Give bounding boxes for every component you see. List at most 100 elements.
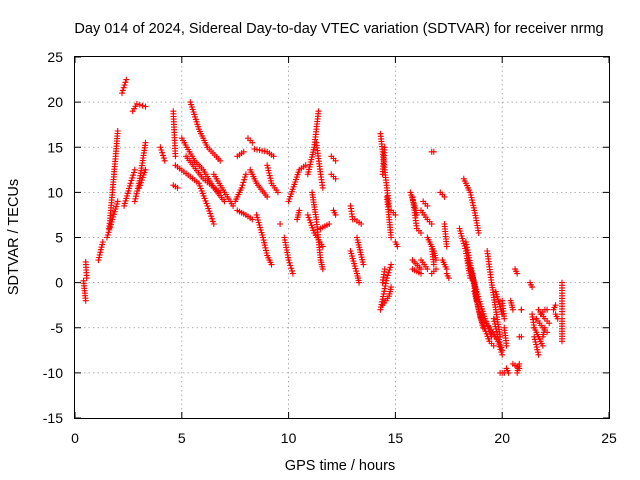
data-point xyxy=(111,208,118,215)
data-point xyxy=(309,224,316,231)
data-point xyxy=(388,284,395,291)
data-point xyxy=(261,242,268,249)
y-tick-label: -5 xyxy=(51,320,64,336)
data-point xyxy=(305,214,312,221)
data-point xyxy=(441,193,448,200)
data-point xyxy=(491,320,498,327)
data-point xyxy=(388,234,395,241)
data-point xyxy=(289,267,295,274)
data-point xyxy=(138,177,145,184)
data-point xyxy=(388,261,395,268)
data-point xyxy=(480,323,487,330)
data-point xyxy=(160,152,166,159)
data-point xyxy=(230,202,237,209)
data-point xyxy=(127,180,134,187)
data-point xyxy=(326,221,333,227)
y-tick-label: 20 xyxy=(47,94,63,110)
data-point xyxy=(307,219,314,226)
grid-layer xyxy=(75,57,609,418)
data-point xyxy=(141,169,148,176)
data-point xyxy=(242,174,248,180)
data-point xyxy=(160,155,167,162)
data-point xyxy=(501,315,508,322)
data-point xyxy=(264,193,271,200)
data-point xyxy=(387,264,394,271)
x-tick-label: 25 xyxy=(601,430,617,446)
data-point xyxy=(541,324,548,331)
chart-title: Day 014 of 2024, Sidereal Day-to-day VTE… xyxy=(74,21,603,37)
data-point xyxy=(424,202,431,209)
data-point xyxy=(516,360,523,367)
data-point xyxy=(491,318,498,325)
data-point xyxy=(490,315,497,322)
x-axis-label: GPS time / hours xyxy=(285,458,395,474)
data-point xyxy=(129,174,136,181)
data-point xyxy=(518,333,525,340)
data-point xyxy=(288,265,295,272)
data-point xyxy=(358,221,365,227)
data-point xyxy=(319,243,326,250)
y-tick-label: 5 xyxy=(55,230,63,246)
x-tick-label: 15 xyxy=(388,430,404,446)
data-point xyxy=(494,333,501,340)
y-tick-label: -15 xyxy=(43,410,63,426)
data-point xyxy=(208,213,215,220)
data-point xyxy=(132,195,139,202)
data-point xyxy=(205,205,212,212)
data-point xyxy=(119,87,126,94)
data-point xyxy=(174,184,181,191)
y-tick-label: 25 xyxy=(47,49,63,65)
data-point xyxy=(270,153,277,160)
data-point xyxy=(319,266,326,273)
data-point xyxy=(463,241,470,248)
data-point xyxy=(552,302,559,309)
data-point xyxy=(142,166,149,173)
data-point xyxy=(136,184,143,191)
data-point xyxy=(126,182,133,189)
data-point xyxy=(386,202,392,209)
data-point xyxy=(239,182,246,189)
data-point xyxy=(249,216,256,223)
data-point xyxy=(332,211,339,218)
data-point xyxy=(407,189,414,196)
data-point xyxy=(207,210,214,217)
data-point xyxy=(123,76,130,83)
y-tick-label: 15 xyxy=(47,139,63,155)
data-point xyxy=(534,349,541,356)
data-point xyxy=(130,172,137,179)
data-point xyxy=(470,204,477,211)
data-point xyxy=(533,344,540,351)
data-point xyxy=(114,128,121,134)
data-point xyxy=(266,170,273,176)
data-point xyxy=(381,144,388,151)
x-tick-label: 20 xyxy=(494,430,510,446)
data-point xyxy=(381,266,388,273)
data-point xyxy=(260,237,267,244)
data-point xyxy=(99,239,106,245)
data-point xyxy=(286,259,293,266)
data-point xyxy=(217,157,224,164)
data-point xyxy=(240,148,247,155)
data-point xyxy=(263,247,269,254)
data-point xyxy=(315,108,322,115)
data-point xyxy=(418,270,424,277)
data-point xyxy=(113,203,120,210)
plot-frame xyxy=(74,56,610,419)
data-point xyxy=(97,249,104,256)
data-point xyxy=(134,185,141,192)
data-point xyxy=(505,369,512,376)
y-axis-label: SDTVAR / TECUs xyxy=(6,179,22,295)
data-point xyxy=(424,266,431,273)
data-point xyxy=(392,211,399,218)
data-point xyxy=(142,139,149,146)
data-point xyxy=(249,139,256,146)
data-point xyxy=(383,277,390,284)
data-point xyxy=(277,221,284,227)
data-point xyxy=(499,347,506,354)
data-point xyxy=(95,257,102,264)
data-point xyxy=(209,215,215,222)
data-point xyxy=(445,275,452,282)
data-point xyxy=(493,328,500,335)
data-point xyxy=(260,234,266,241)
